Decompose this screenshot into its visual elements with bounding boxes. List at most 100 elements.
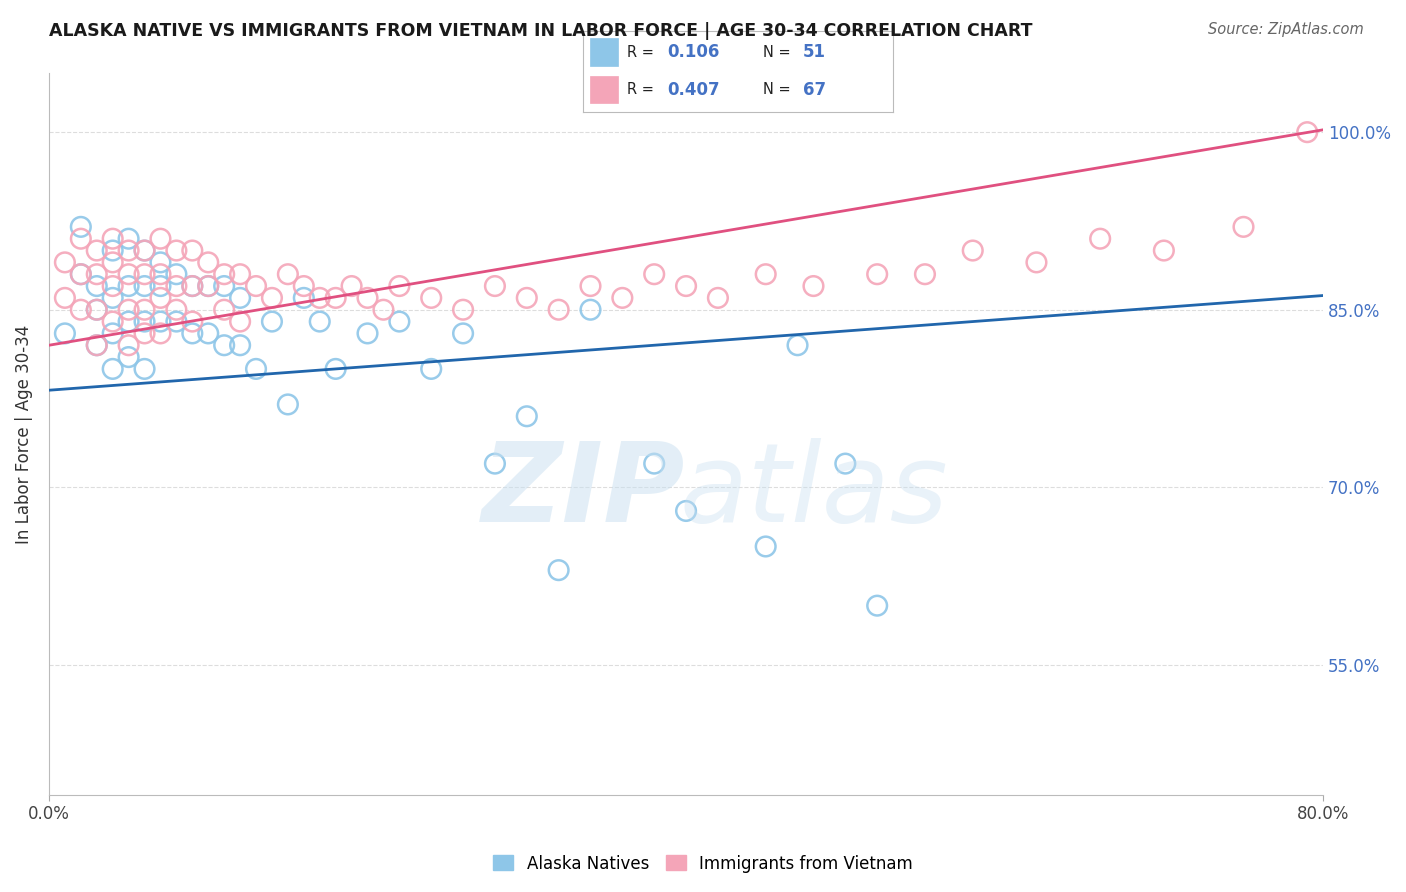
Point bbox=[117, 302, 139, 317]
Point bbox=[308, 291, 330, 305]
Text: 51: 51 bbox=[803, 43, 827, 61]
Point bbox=[325, 291, 347, 305]
Point bbox=[149, 279, 172, 293]
Point bbox=[277, 267, 299, 281]
Point bbox=[69, 267, 91, 281]
Point bbox=[197, 255, 219, 269]
Point bbox=[308, 315, 330, 329]
Point bbox=[547, 302, 569, 317]
Point bbox=[962, 244, 984, 258]
Point bbox=[134, 279, 156, 293]
Point bbox=[260, 315, 283, 329]
Point bbox=[69, 302, 91, 317]
Point bbox=[786, 338, 808, 352]
Point bbox=[516, 291, 538, 305]
Point bbox=[53, 326, 76, 341]
Point bbox=[388, 279, 411, 293]
Point bbox=[117, 338, 139, 352]
Point bbox=[101, 255, 124, 269]
Point bbox=[134, 302, 156, 317]
Point bbox=[86, 302, 108, 317]
Text: Source: ZipAtlas.com: Source: ZipAtlas.com bbox=[1208, 22, 1364, 37]
Point bbox=[134, 244, 156, 258]
Point bbox=[149, 267, 172, 281]
Point bbox=[1232, 219, 1254, 234]
Point bbox=[643, 457, 665, 471]
Point bbox=[373, 302, 395, 317]
Point bbox=[53, 255, 76, 269]
Point bbox=[197, 279, 219, 293]
Point bbox=[1296, 125, 1319, 139]
Point bbox=[134, 267, 156, 281]
Point bbox=[1025, 255, 1047, 269]
Point bbox=[388, 315, 411, 329]
Point bbox=[101, 326, 124, 341]
Point bbox=[675, 504, 697, 518]
Text: N =: N = bbox=[763, 82, 796, 97]
Legend: Alaska Natives, Immigrants from Vietnam: Alaska Natives, Immigrants from Vietnam bbox=[486, 848, 920, 880]
Point bbox=[229, 291, 252, 305]
Point bbox=[277, 397, 299, 411]
Point bbox=[212, 338, 235, 352]
Point bbox=[181, 279, 204, 293]
Point bbox=[292, 291, 315, 305]
Point bbox=[516, 409, 538, 424]
Point bbox=[340, 279, 363, 293]
Point bbox=[579, 302, 602, 317]
Point bbox=[484, 457, 506, 471]
Point bbox=[451, 302, 474, 317]
Point bbox=[643, 267, 665, 281]
Point bbox=[325, 362, 347, 376]
Point bbox=[197, 326, 219, 341]
FancyBboxPatch shape bbox=[589, 38, 617, 66]
Point bbox=[149, 291, 172, 305]
Point bbox=[212, 267, 235, 281]
Point bbox=[165, 244, 187, 258]
Point bbox=[165, 279, 187, 293]
Text: R =: R = bbox=[627, 82, 658, 97]
Point bbox=[1153, 244, 1175, 258]
Point bbox=[229, 315, 252, 329]
Point bbox=[834, 457, 856, 471]
Text: atlas: atlas bbox=[679, 438, 948, 545]
Point bbox=[86, 338, 108, 352]
Point bbox=[420, 291, 443, 305]
Point bbox=[675, 279, 697, 293]
Text: ZIP: ZIP bbox=[482, 438, 686, 545]
Point bbox=[117, 244, 139, 258]
Point bbox=[101, 315, 124, 329]
Point bbox=[803, 279, 825, 293]
Y-axis label: In Labor Force | Age 30-34: In Labor Force | Age 30-34 bbox=[15, 325, 32, 543]
Point bbox=[117, 350, 139, 364]
Point bbox=[914, 267, 936, 281]
Point bbox=[181, 326, 204, 341]
Point bbox=[149, 232, 172, 246]
Point bbox=[356, 291, 378, 305]
Text: 0.106: 0.106 bbox=[666, 43, 720, 61]
Point bbox=[86, 267, 108, 281]
Point bbox=[755, 540, 778, 554]
Point bbox=[134, 244, 156, 258]
Point bbox=[134, 315, 156, 329]
Point bbox=[69, 267, 91, 281]
Point bbox=[101, 232, 124, 246]
Point bbox=[245, 279, 267, 293]
Point bbox=[451, 326, 474, 341]
Point bbox=[484, 279, 506, 293]
Point bbox=[197, 279, 219, 293]
Point bbox=[117, 279, 139, 293]
Point bbox=[149, 255, 172, 269]
Point bbox=[101, 244, 124, 258]
Point bbox=[1088, 232, 1111, 246]
Point bbox=[165, 315, 187, 329]
Point bbox=[149, 315, 172, 329]
Point bbox=[86, 338, 108, 352]
Point bbox=[86, 302, 108, 317]
Point bbox=[229, 267, 252, 281]
Point bbox=[420, 362, 443, 376]
Point bbox=[165, 267, 187, 281]
Point bbox=[134, 326, 156, 341]
Point bbox=[101, 279, 124, 293]
Point bbox=[117, 232, 139, 246]
Point bbox=[181, 244, 204, 258]
